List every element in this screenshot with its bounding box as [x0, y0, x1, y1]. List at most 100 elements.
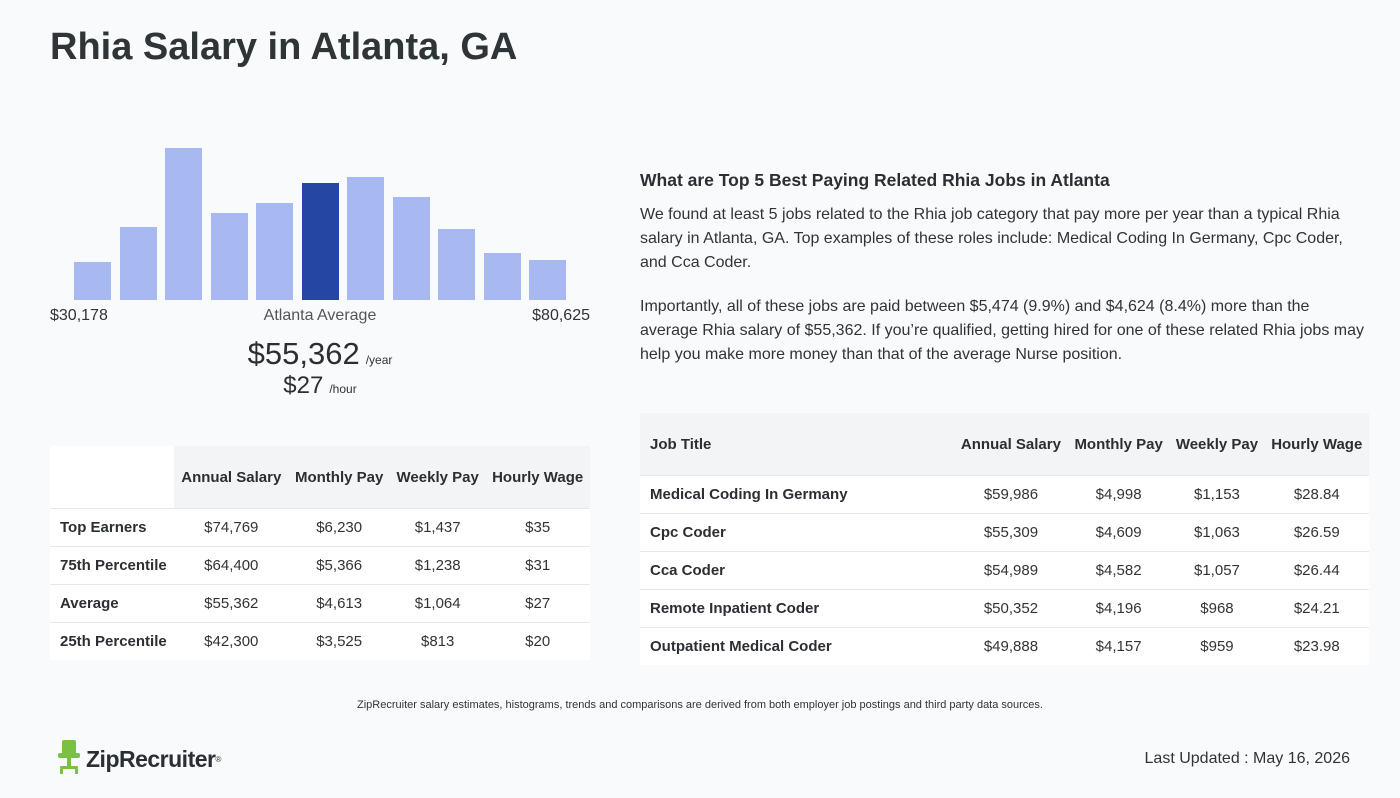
header-monthly-pay: Monthly Pay	[1067, 413, 1170, 476]
related-jobs-detail: Importantly, all of these jobs are paid …	[640, 298, 1364, 363]
yearly-unit: /year	[365, 353, 393, 367]
histogram-average-label: Atlanta Average	[263, 307, 377, 324]
weekly-pay-cell: $968	[1169, 589, 1265, 628]
histogram-bar-average	[301, 183, 339, 300]
hourly-wage-cell: $28.84	[1264, 475, 1369, 514]
percentile-table: Annual Salary Monthly Pay Weekly Pay Hou…	[50, 446, 590, 660]
row-label: 25th Percentile	[50, 622, 175, 660]
job-title-cell: Cpc Coder	[640, 513, 954, 552]
annual-salary-cell: $74,769	[174, 508, 289, 547]
hourly-salary-amount: $27	[283, 372, 324, 399]
weekly-pay-cell: $813	[390, 622, 486, 660]
hourly-wage-cell: $31	[485, 546, 590, 585]
table-row: Cpc Coder $55,309 $4,609 $1,063 $26.59	[640, 513, 1369, 552]
table-row: Average $55,362 $4,613 $1,064 $27	[50, 584, 590, 623]
ziprecruiter-logo[interactable]: ZipRecruiter ®	[58, 740, 221, 779]
monthly-pay-cell: $4,998	[1067, 475, 1170, 514]
row-label: 75th Percentile	[50, 546, 175, 585]
blank-header-cell	[50, 446, 175, 509]
monthly-pay-cell: $4,582	[1067, 551, 1170, 590]
monthly-pay-cell: $4,196	[1067, 589, 1170, 628]
percentile-table-header: Annual Salary Monthly Pay Weekly Pay Hou…	[50, 446, 590, 509]
yearly-salary-amount: $55,362	[247, 336, 360, 371]
table-row: 25th Percentile $42,300 $3,525 $813 $20	[50, 622, 590, 660]
weekly-pay-cell: $1,238	[390, 546, 486, 585]
header-annual-salary: Annual Salary	[954, 413, 1068, 476]
annual-salary-cell: $55,362	[174, 584, 289, 623]
header-monthly-pay: Monthly Pay	[288, 446, 391, 509]
weekly-pay-cell: $959	[1169, 627, 1265, 665]
monthly-pay-cell: $3,525	[288, 622, 391, 660]
weekly-pay-cell: $1,437	[390, 508, 486, 547]
histogram-max-label: $80,625	[532, 307, 590, 324]
histogram-bar	[210, 213, 248, 300]
hourly-wage-cell: $26.59	[1264, 513, 1369, 552]
monthly-pay-cell: $4,609	[1067, 513, 1170, 552]
hourly-wage-cell: $20	[485, 622, 590, 660]
histogram-bar	[256, 203, 293, 300]
related-jobs-intro: We found at least 5 jobs related to the …	[640, 206, 1343, 271]
job-title-cell: Outpatient Medical Coder	[640, 627, 954, 665]
table-row: Outpatient Medical Coder $49,888 $4,157 …	[640, 627, 1369, 665]
row-label: Top Earners	[50, 508, 175, 547]
registered-mark: ®	[215, 755, 222, 764]
table-row: Medical Coding In Germany $59,986 $4,998…	[640, 475, 1369, 514]
histogram-bar	[119, 227, 157, 300]
annual-salary-cell: $64,400	[174, 546, 289, 585]
disclaimer-text: ZipRecruiter salary estimates, histogram…	[357, 699, 1043, 711]
header-hourly-wage: Hourly Wage	[1264, 413, 1369, 476]
chair-icon	[58, 740, 80, 779]
histogram-bar	[438, 229, 475, 300]
row-label: Average	[50, 584, 175, 623]
hourly-salary: $27/hour	[50, 372, 590, 400]
monthly-pay-cell: $5,366	[288, 546, 391, 585]
yearly-salary: $55,362/year	[50, 336, 590, 372]
jobs-table-header: Job Title Annual Salary Monthly Pay Week…	[640, 413, 1369, 476]
histogram-bar	[347, 177, 384, 300]
annual-salary-cell: $54,989	[954, 551, 1068, 590]
hourly-wage-cell: $23.98	[1264, 627, 1369, 665]
annual-salary-cell: $50,352	[954, 589, 1068, 628]
header-job-title: Job Title	[640, 413, 954, 476]
histogram-bar	[74, 262, 111, 300]
header-hourly-wage: Hourly Wage	[485, 446, 590, 509]
weekly-pay-cell: $1,064	[390, 584, 486, 623]
weekly-pay-cell: $1,057	[1169, 551, 1265, 590]
header-weekly-pay: Weekly Pay	[1169, 413, 1265, 476]
annual-salary-cell: $59,986	[954, 475, 1068, 514]
job-title-cell: Cca Coder	[640, 551, 954, 590]
histogram-bar	[392, 197, 430, 300]
related-jobs-section: What are Top 5 Best Paying Related Rhia …	[640, 170, 1370, 387]
monthly-pay-cell: $6,230	[288, 508, 391, 547]
salary-histogram	[50, 140, 590, 300]
related-jobs-table: Job Title Annual Salary Monthly Pay Week…	[640, 413, 1369, 665]
table-row: 75th Percentile $64,400 $5,366 $1,238 $3…	[50, 546, 590, 585]
job-title-cell: Remote Inpatient Coder	[640, 589, 954, 628]
last-updated: Last Updated : May 16, 2026	[1144, 750, 1350, 767]
hourly-wage-cell: $27	[485, 584, 590, 623]
annual-salary-cell: $49,888	[954, 627, 1068, 665]
related-jobs-heading: What are Top 5 Best Paying Related Rhia …	[640, 170, 1110, 190]
header-weekly-pay: Weekly Pay	[390, 446, 486, 509]
hourly-unit: /hour	[329, 382, 357, 396]
histogram-min-label: $30,178	[50, 307, 108, 324]
annual-salary-cell: $55,309	[954, 513, 1068, 552]
table-row: Top Earners $74,769 $6,230 $1,437 $35	[50, 508, 590, 547]
annual-salary-cell: $42,300	[174, 622, 289, 660]
histogram-bar	[483, 253, 521, 300]
hourly-wage-cell: $24.21	[1264, 589, 1369, 628]
page-title: Rhia Salary in Atlanta, GA	[50, 26, 518, 68]
header-annual-salary: Annual Salary	[174, 446, 289, 509]
weekly-pay-cell: $1,153	[1169, 475, 1265, 514]
table-row: Remote Inpatient Coder $50,352 $4,196 $9…	[640, 589, 1369, 628]
histogram-bar	[165, 148, 202, 300]
monthly-pay-cell: $4,613	[288, 584, 391, 623]
table-row: Cca Coder $54,989 $4,582 $1,057 $26.44	[640, 551, 1369, 590]
logo-text: ZipRecruiter	[86, 746, 216, 772]
histogram-bar	[529, 260, 566, 300]
hourly-wage-cell: $26.44	[1264, 551, 1369, 590]
hourly-wage-cell: $35	[485, 508, 590, 547]
weekly-pay-cell: $1,063	[1169, 513, 1265, 552]
monthly-pay-cell: $4,157	[1067, 627, 1170, 665]
job-title-cell: Medical Coding In Germany	[640, 475, 954, 514]
